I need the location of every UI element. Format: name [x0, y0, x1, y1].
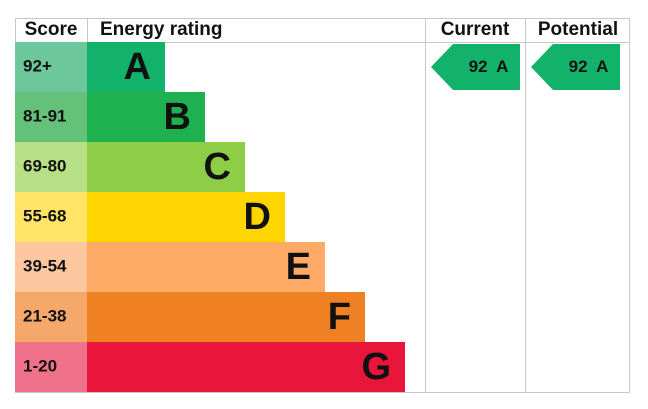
header-potential: Potential: [538, 19, 618, 40]
score-cell: [15, 92, 87, 142]
rating-letter: F: [328, 296, 351, 338]
score-label: 21-38: [23, 306, 66, 325]
rating-bar: [87, 242, 325, 292]
score-label: 39-54: [23, 256, 67, 275]
rating-bar: [87, 142, 245, 192]
rating-letter: E: [286, 246, 311, 288]
rating-bar: [87, 292, 365, 342]
score-cell: [15, 142, 87, 192]
rating-bar: [87, 342, 405, 392]
potential-arrow: [531, 44, 620, 90]
current-rating: A: [496, 57, 508, 76]
score-cell: [15, 42, 87, 92]
current-score: 92: [469, 57, 488, 76]
score-label: 92+: [23, 56, 52, 75]
score-label: 55-68: [23, 206, 66, 225]
rating-letter: C: [204, 146, 231, 188]
rating-letter: D: [244, 196, 271, 238]
potential-label: 92 A: [569, 57, 609, 76]
score-label: 69-80: [23, 156, 66, 175]
rating-letter: G: [361, 346, 391, 388]
header-rating: Energy rating: [100, 19, 222, 40]
score-cell: [15, 242, 87, 292]
rating-bar: [87, 92, 205, 142]
header-current: Current: [441, 19, 510, 40]
score-cell: [15, 192, 87, 242]
potential-rating: A: [596, 57, 608, 76]
rating-letter: B: [164, 96, 191, 138]
score-cell: [15, 292, 87, 342]
rating-bar: [87, 42, 165, 92]
score-cell: [15, 342, 87, 392]
rating-letter: A: [124, 46, 151, 88]
potential-score: 92: [569, 57, 588, 76]
current-arrow: [431, 44, 520, 90]
current-label: 92 A: [469, 57, 509, 76]
header-score: Score: [25, 19, 78, 40]
score-label: 1-20: [23, 356, 57, 375]
rating-bar: [87, 192, 285, 242]
score-label: 81-91: [23, 106, 66, 125]
